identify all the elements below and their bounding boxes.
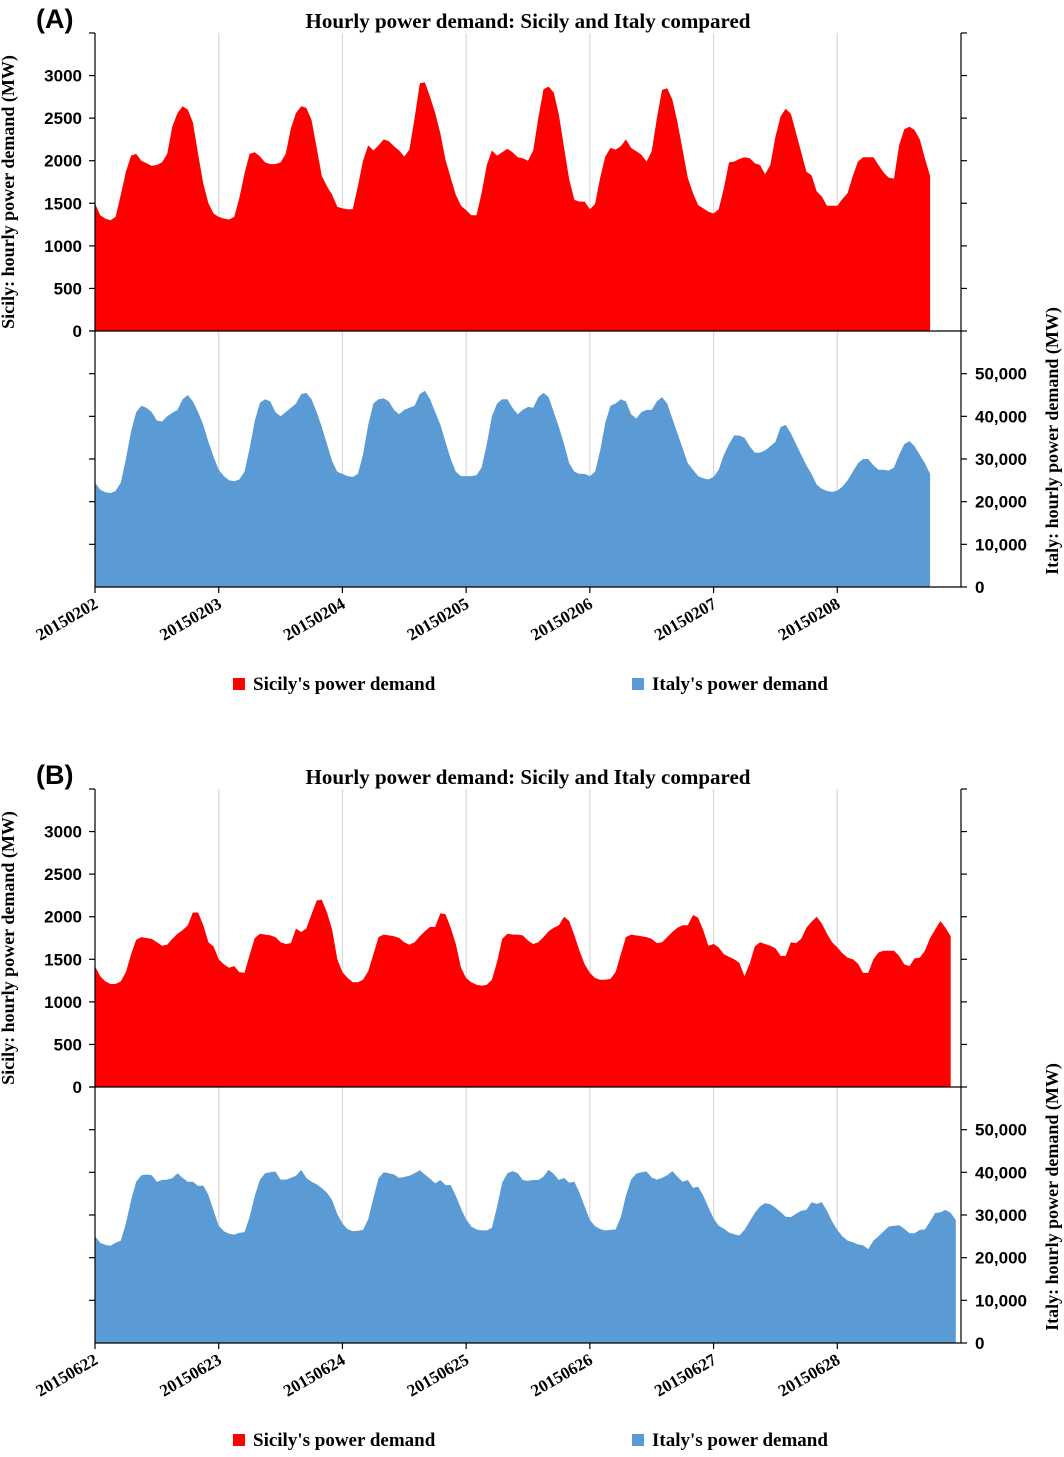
x-tick-label: 20150202 (33, 594, 101, 644)
x-tick-label: 20150208 (775, 594, 843, 644)
right-tick-label: 30,000 (975, 1206, 1027, 1225)
x-tick-label: 20150626 (527, 1350, 595, 1400)
legend-label-italy: Italy's power demand (652, 1430, 828, 1451)
left-tick-label: 1000 (44, 237, 82, 256)
right-axis-title: Italy: hourly power demand (MW) (1042, 307, 1063, 575)
x-tick-label: 20150625 (404, 1350, 472, 1400)
right-tick-label: 30,000 (975, 450, 1027, 469)
right-tick-label: 20,000 (975, 1249, 1027, 1268)
chart-title: Hourly power demand: Sicily and Italy co… (306, 765, 751, 789)
left-tick-label: 2000 (44, 908, 82, 927)
right-tick-label: 20,000 (975, 493, 1027, 512)
italy-demand-area (95, 1169, 956, 1343)
left-tick-label: 0 (73, 1078, 82, 1097)
panel-label: (B) (36, 760, 73, 790)
left-tick-label: 1500 (44, 950, 82, 969)
left-tick-label: 2000 (44, 152, 82, 171)
right-tick-label: 40,000 (975, 1163, 1027, 1182)
right-tick-label: 40,000 (975, 407, 1027, 426)
legend-label-sicily: Sicily's power demand (253, 674, 436, 695)
x-tick-label: 20150623 (156, 1350, 224, 1400)
legend-swatch-italy (632, 678, 644, 690)
chart-title: Hourly power demand: Sicily and Italy co… (306, 9, 751, 33)
left-tick-label: 1500 (44, 194, 82, 213)
chart-panel-a: (A) Hourly power demand: Sicily and Italy… (0, 4, 1063, 695)
left-tick-label: 500 (54, 1035, 82, 1054)
x-tick-label: 20150624 (280, 1350, 349, 1401)
x-tick-label: 20150627 (651, 1350, 720, 1401)
right-tick-label: 50,000 (975, 365, 1027, 384)
x-tick-label: 20150206 (527, 594, 595, 644)
right-tick-label: 10,000 (975, 1291, 1027, 1310)
x-tick-label: 20150622 (33, 1350, 101, 1400)
right-tick-label: 0 (975, 578, 984, 597)
right-tick-label: 0 (975, 1334, 984, 1353)
left-tick-label: 2500 (44, 865, 82, 884)
sicily-demand-area (95, 82, 931, 332)
italy-demand-area (95, 390, 931, 587)
left-tick-label: 1000 (44, 993, 82, 1012)
legend-label-italy: Italy's power demand (652, 674, 828, 695)
right-axis-title: Italy: hourly power demand (MW) (1042, 1063, 1063, 1331)
x-tick-label: 20150628 (775, 1350, 843, 1400)
left-tick-label: 0 (73, 322, 82, 341)
left-tick-label: 2500 (44, 109, 82, 128)
legend-swatch-italy (632, 1434, 644, 1446)
x-tick-label: 20150204 (280, 594, 349, 645)
left-tick-label: 3000 (44, 823, 82, 842)
x-tick-label: 20150205 (404, 594, 472, 644)
x-tick-label: 20150203 (156, 594, 224, 644)
sicily-demand-area (95, 899, 951, 1087)
left-axis-title: Sicily: hourly power demand (MW) (0, 811, 19, 1085)
left-axis-title: Sicily: hourly power demand (MW) (0, 55, 19, 329)
right-tick-label: 10,000 (975, 535, 1027, 554)
legend-swatch-sicily (233, 678, 245, 690)
x-tick-label: 20150207 (651, 594, 720, 645)
left-tick-label: 3000 (44, 67, 82, 86)
legend-swatch-sicily (233, 1434, 245, 1446)
right-tick-label: 50,000 (975, 1121, 1027, 1140)
chart-panel-b: (B) Hourly power demand: Sicily and Italy… (0, 760, 1063, 1451)
left-tick-label: 500 (54, 279, 82, 298)
panel-label: (A) (36, 4, 73, 34)
legend-label-sicily: Sicily's power demand (253, 1430, 436, 1451)
